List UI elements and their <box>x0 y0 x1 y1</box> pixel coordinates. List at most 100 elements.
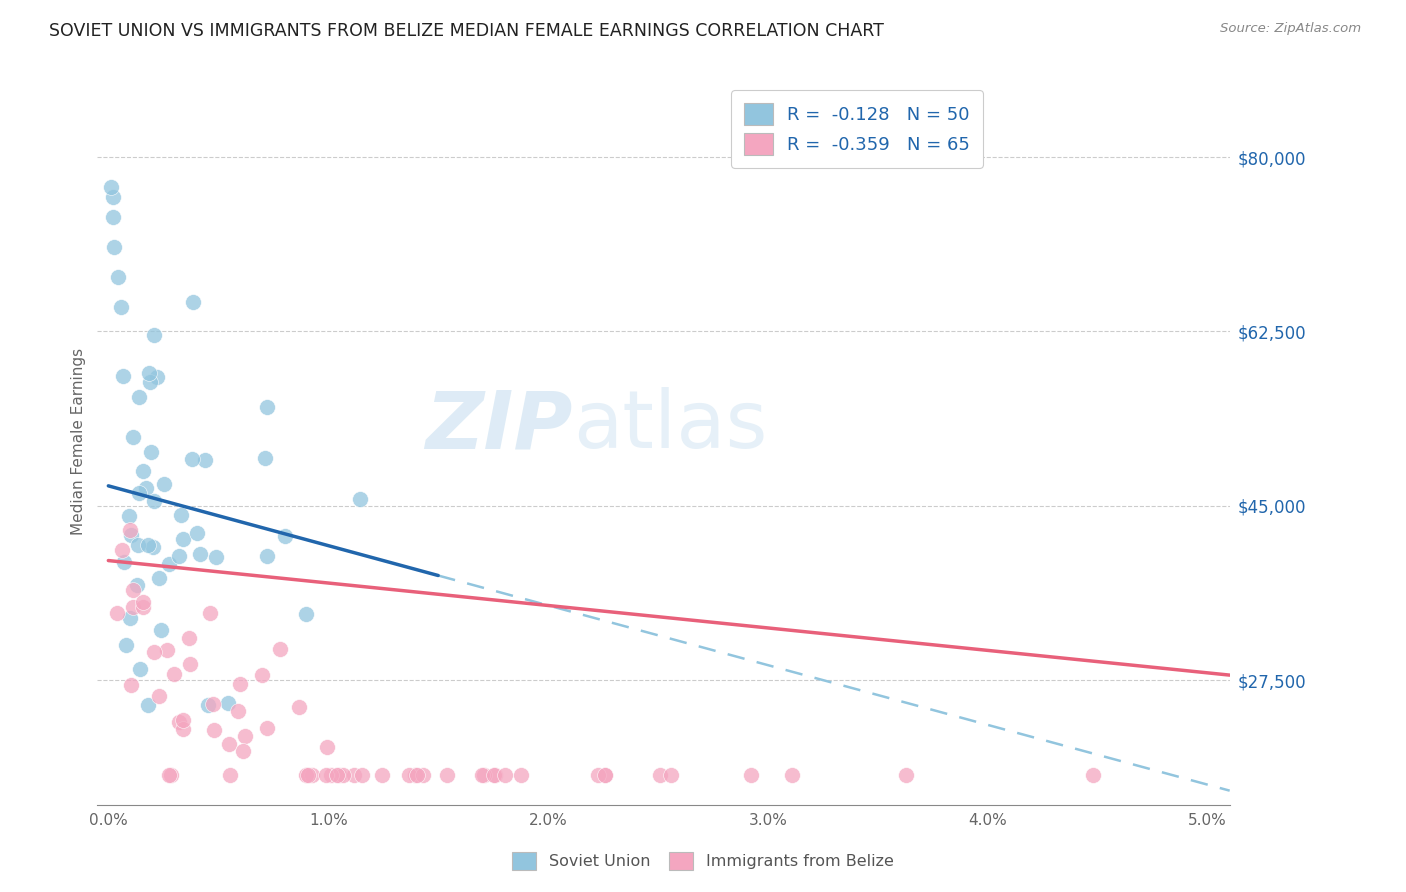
Point <box>148 689 170 703</box>
Point <box>121 582 143 597</box>
Point <box>352 768 374 782</box>
Text: Source: ZipAtlas.com: Source: ZipAtlas.com <box>1220 22 1361 36</box>
Point <box>112 368 135 383</box>
Point <box>105 606 128 620</box>
Point <box>120 678 142 692</box>
Point <box>132 595 155 609</box>
Point <box>659 768 682 782</box>
Point <box>172 723 194 737</box>
Point <box>218 768 240 782</box>
Y-axis label: Median Female Earnings: Median Female Earnings <box>72 348 86 534</box>
Point <box>404 768 426 782</box>
Point <box>181 294 204 309</box>
Point <box>157 768 180 782</box>
Point <box>328 768 350 782</box>
Point <box>107 269 129 284</box>
Point <box>170 508 193 522</box>
Point <box>226 704 249 718</box>
Point <box>218 737 240 751</box>
Point <box>172 713 194 727</box>
Point <box>100 180 122 194</box>
Point <box>136 698 159 712</box>
Point <box>136 538 159 552</box>
Point <box>143 328 166 343</box>
Text: SOVIET UNION VS IMMIGRANTS FROM BELIZE MEDIAN FEMALE EARNINGS CORRELATION CHART: SOVIET UNION VS IMMIGRANTS FROM BELIZE M… <box>49 22 884 40</box>
Point <box>650 768 672 782</box>
Point <box>253 451 276 466</box>
Point <box>398 768 420 782</box>
Point <box>155 643 177 657</box>
Point <box>217 696 239 710</box>
Point <box>326 768 349 782</box>
Point <box>172 532 194 546</box>
Point <box>588 768 610 782</box>
Point <box>297 768 319 782</box>
Point <box>138 367 160 381</box>
Point <box>101 190 124 204</box>
Text: atlas: atlas <box>572 387 768 466</box>
Point <box>510 768 533 782</box>
Point <box>111 543 134 558</box>
Point <box>436 768 458 782</box>
Point <box>593 768 616 782</box>
Point <box>1081 768 1104 782</box>
Point <box>301 768 323 782</box>
Point <box>315 768 337 782</box>
Legend: Soviet Union, Immigrants from Belize: Soviet Union, Immigrants from Belize <box>502 842 904 880</box>
Point <box>167 549 190 563</box>
Point <box>593 768 616 782</box>
Point <box>319 768 342 782</box>
Point <box>269 642 291 657</box>
Point <box>274 528 297 542</box>
Point <box>484 768 506 782</box>
Point <box>135 481 157 495</box>
Point <box>118 523 141 537</box>
Point <box>127 538 149 552</box>
Point <box>201 698 224 712</box>
Point <box>198 606 221 620</box>
Point <box>484 768 506 782</box>
Point <box>295 768 318 782</box>
Point <box>103 240 125 254</box>
Point <box>157 557 180 571</box>
Point <box>256 400 278 414</box>
Point <box>179 657 201 671</box>
Point <box>122 600 145 615</box>
Point <box>472 768 495 782</box>
Point <box>141 445 163 459</box>
Point <box>132 599 155 614</box>
Point <box>194 453 217 467</box>
Point <box>125 577 148 591</box>
Point <box>132 464 155 478</box>
Point <box>256 549 278 563</box>
Point <box>159 768 181 782</box>
Point <box>143 493 166 508</box>
Point <box>232 744 254 758</box>
Point <box>412 768 434 782</box>
Point <box>297 768 319 782</box>
Point <box>128 390 150 404</box>
Point <box>896 768 918 782</box>
Point <box>188 547 211 561</box>
Point <box>186 526 208 541</box>
Point <box>181 452 204 467</box>
Point <box>118 508 141 523</box>
Point <box>471 768 494 782</box>
Point <box>343 768 366 782</box>
Point <box>494 768 516 782</box>
Point <box>148 571 170 585</box>
Point <box>120 528 142 542</box>
Point <box>114 638 136 652</box>
Point <box>112 556 135 570</box>
Point <box>288 699 311 714</box>
Point <box>256 721 278 735</box>
Point <box>371 768 394 782</box>
Point <box>204 549 226 564</box>
Point <box>250 668 273 682</box>
Point <box>169 715 191 730</box>
Point <box>229 677 252 691</box>
Point <box>122 429 145 443</box>
Point <box>103 210 125 224</box>
Point <box>295 607 318 622</box>
Point <box>740 768 762 782</box>
